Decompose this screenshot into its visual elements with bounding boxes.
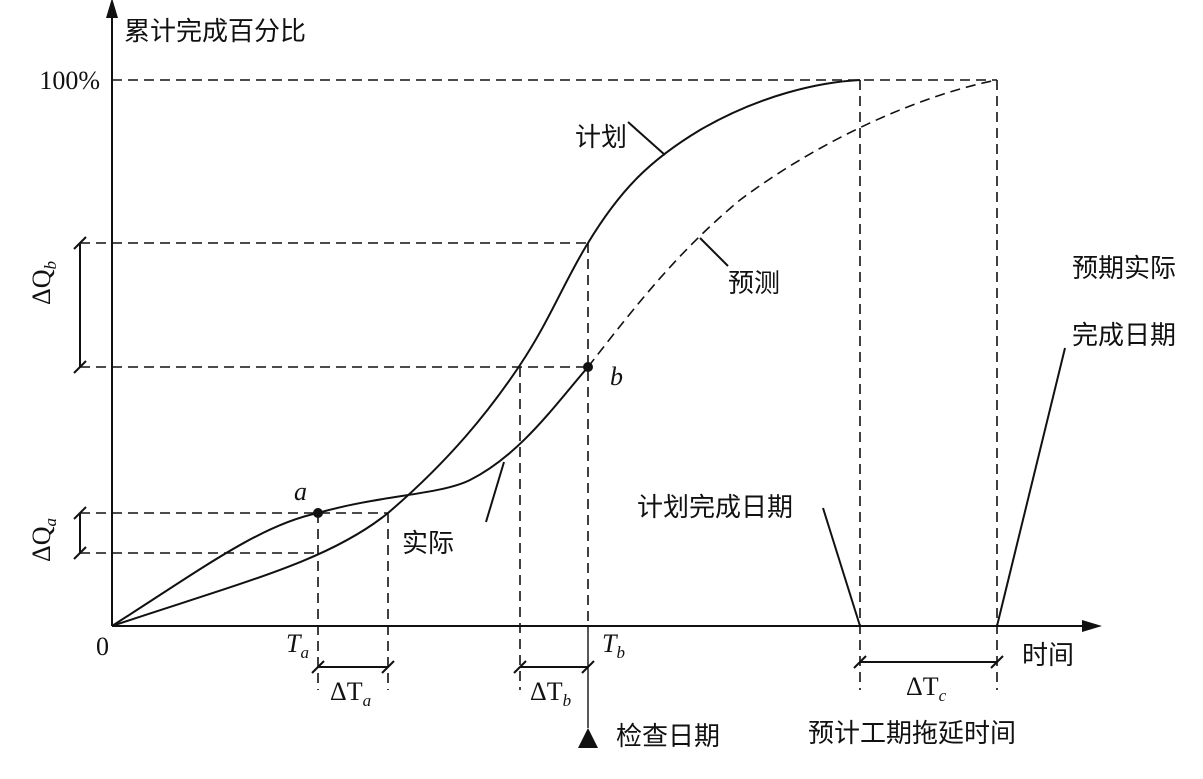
tick-label: 100% bbox=[39, 66, 100, 95]
main: ΔT bbox=[530, 677, 563, 706]
point-label: a bbox=[294, 477, 307, 506]
sub-label: ΔTb bbox=[530, 677, 571, 710]
curve-label: 实际 bbox=[402, 529, 454, 559]
annotation: 计划完成日期 bbox=[637, 493, 793, 523]
annotation: 预计工期拖延时间 bbox=[808, 719, 1016, 749]
sub-label: ΔTa bbox=[330, 677, 371, 710]
main: T bbox=[602, 629, 618, 658]
x-label: 时间 bbox=[1022, 641, 1074, 671]
main: ΔT bbox=[330, 677, 363, 706]
leaders bbox=[485, 121, 1066, 627]
subscript: a bbox=[300, 643, 309, 662]
guides bbox=[80, 79, 998, 728]
subscript: a bbox=[363, 691, 372, 710]
subscript: a bbox=[41, 518, 60, 527]
annotation: 检查日期 bbox=[616, 722, 720, 752]
curves bbox=[111, 79, 998, 627]
annotation: 完成日期 bbox=[1072, 321, 1176, 351]
subscript: b bbox=[563, 691, 572, 710]
sub-label: ΔQa bbox=[27, 518, 60, 562]
annotation: 预期实际 bbox=[1072, 254, 1176, 284]
main: T bbox=[286, 629, 302, 658]
origin: 0 bbox=[96, 632, 109, 661]
sub-label: ΔTc bbox=[906, 672, 947, 705]
main: ΔQ bbox=[27, 526, 56, 562]
y-label: 累计完成百分比 bbox=[124, 17, 306, 47]
sub-label: Tb bbox=[602, 629, 625, 662]
curve-label: 预测 bbox=[728, 269, 780, 299]
subscript: c bbox=[939, 686, 947, 705]
curve-label: 计划 bbox=[575, 123, 627, 153]
sub-label: ΔQb bbox=[27, 261, 60, 305]
main: ΔQ bbox=[27, 269, 56, 305]
check-marker bbox=[578, 728, 598, 748]
point-label: b bbox=[610, 362, 623, 391]
subscript: b bbox=[41, 261, 60, 270]
subscript: b bbox=[616, 643, 625, 662]
sub-label: Ta bbox=[286, 629, 309, 662]
axes bbox=[106, 0, 1102, 632]
dimensions bbox=[73, 236, 1004, 674]
main: ΔT bbox=[906, 672, 939, 701]
